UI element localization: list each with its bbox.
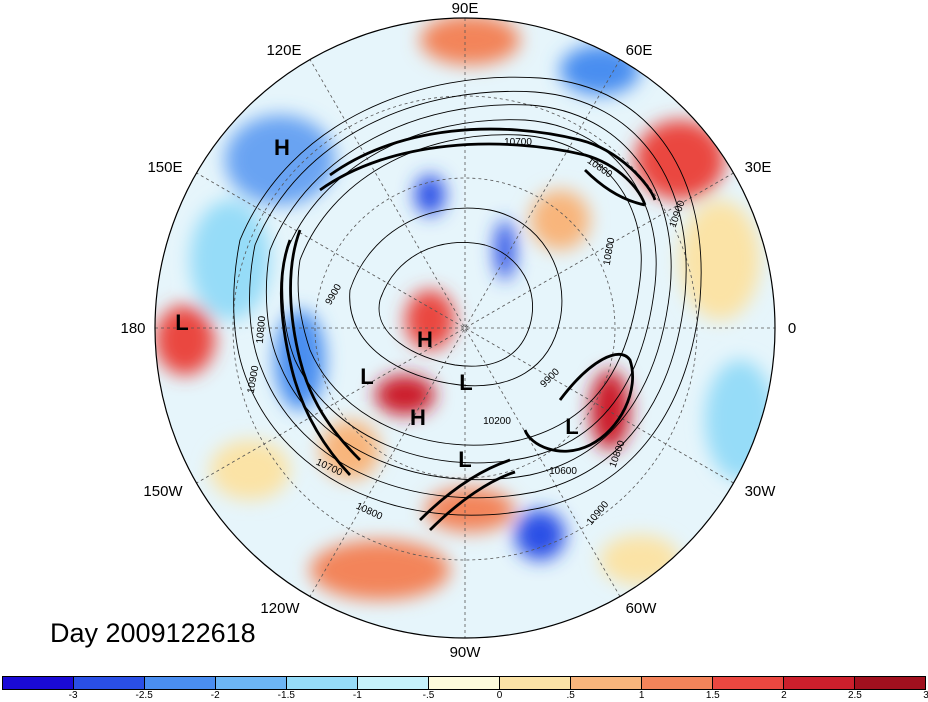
- graticule: [155, 18, 775, 638]
- high-center: H: [417, 327, 433, 352]
- pressure-centers: H L H L L H L L: [175, 135, 578, 472]
- contour-label: 10200: [483, 416, 511, 427]
- colorbar-segment: [358, 677, 429, 689]
- lon-label: 150E: [147, 159, 182, 176]
- colorbar-label: 2.5: [847, 690, 862, 701]
- colorbar-segment: [642, 677, 713, 689]
- contour-label: 10700: [504, 137, 532, 148]
- colorbar-segment: [429, 677, 500, 689]
- colorbar-label: 1: [638, 690, 645, 701]
- colorbar-label: -.5: [422, 690, 435, 701]
- colorbar-label: 0: [496, 690, 503, 701]
- low-center: L: [565, 414, 578, 439]
- colorbar-label: 1.5: [705, 690, 720, 701]
- low-center: L: [458, 447, 471, 472]
- contour-label: 10800: [255, 315, 268, 344]
- low-center: L: [360, 364, 373, 389]
- colorbar-label: -2.5: [135, 690, 153, 701]
- lon-label: 120E: [266, 42, 301, 59]
- lon-label: 180: [120, 320, 145, 337]
- jet-contours: [279, 127, 657, 531]
- lon-label: 150W: [143, 483, 183, 500]
- lon-label: 30E: [745, 159, 772, 176]
- colorbar-label: -3: [68, 690, 78, 701]
- colorbar-segment: [216, 677, 287, 689]
- height-contours: [233, 76, 702, 516]
- map-boundary: [154, 17, 776, 639]
- lon-label: 0: [788, 320, 796, 337]
- colorbar-label: 3: [923, 690, 928, 701]
- contour-label: 10800: [602, 236, 618, 266]
- colorbar-segment: [74, 677, 145, 689]
- lon-label: 120W: [260, 600, 300, 617]
- colorbar: [2, 676, 926, 690]
- longitude-labels: 90E 60E 30E 0 30W 60W 90W 120W 150W 180 …: [120, 0, 796, 661]
- lon-label: 30W: [745, 483, 777, 500]
- colorbar-segment: [713, 677, 784, 689]
- high-center: H: [410, 405, 426, 430]
- colorbar-segment: [784, 677, 855, 689]
- high-center: H: [274, 135, 290, 160]
- colorbar-label: 2: [781, 690, 787, 701]
- low-center: L: [175, 310, 188, 335]
- lon-label: 60W: [626, 600, 658, 617]
- low-center: L: [459, 370, 472, 395]
- colorbar-label: -1.5: [277, 690, 295, 701]
- colorbar-segment: [500, 677, 571, 689]
- colorbar-labels: -3 -2.5 -2 -1.5 -1 -.5 0 .5 1 1.5 2 2.5 3: [2, 690, 928, 702]
- lon-label: 90W: [450, 644, 482, 661]
- colorbar-segment: [571, 677, 642, 689]
- anomaly-field: [155, 18, 775, 638]
- lon-label: 90E: [452, 0, 479, 17]
- day-title: Day 2009122618: [50, 618, 256, 648]
- contour-label: 10900: [246, 364, 262, 394]
- lon-label: 60E: [626, 42, 653, 59]
- colorbar-segment: [145, 677, 216, 689]
- colorbar-segment: [3, 677, 74, 689]
- colorbar-segment: [287, 677, 358, 689]
- colorbar-segment: [855, 677, 925, 689]
- colorbar-label: -2: [210, 690, 220, 701]
- colorbar-label: .5: [566, 690, 575, 701]
- colorbar-label: -1: [352, 690, 362, 701]
- contour-label: 10600: [549, 466, 577, 477]
